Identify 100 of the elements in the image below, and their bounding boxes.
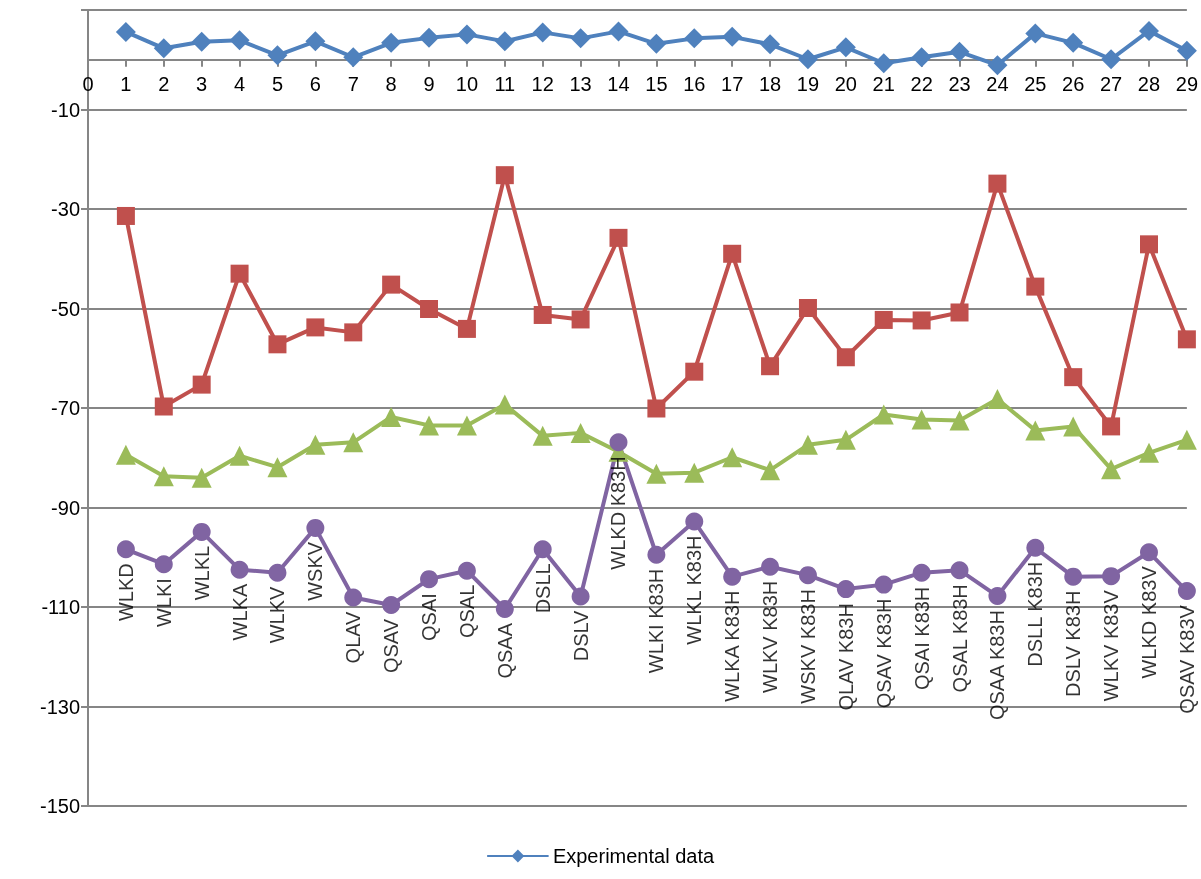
point — [874, 575, 893, 594]
point — [684, 28, 705, 49]
point — [153, 38, 174, 59]
point — [1177, 330, 1196, 349]
point — [268, 563, 287, 582]
x-tick-label: 18 — [758, 72, 782, 95]
annotation: WLKD — [114, 563, 137, 622]
point — [647, 545, 666, 564]
annotation: WLKL K83H — [683, 535, 706, 645]
x-tick-label: 21 — [872, 72, 895, 95]
y-tick-label: -90 — [51, 496, 80, 519]
point — [1177, 582, 1196, 601]
point — [685, 512, 704, 531]
point — [116, 206, 135, 225]
point — [722, 26, 743, 47]
annotation: QSAL — [455, 584, 478, 639]
point — [229, 445, 250, 466]
annotation: WSKV — [304, 541, 327, 601]
x-tick-label: 22 — [910, 72, 933, 95]
point — [1063, 416, 1084, 437]
x-tick-label: 11 — [494, 72, 516, 95]
point — [949, 41, 970, 62]
point — [760, 34, 781, 55]
point — [1102, 567, 1121, 586]
y-tick-label: -30 — [51, 198, 80, 220]
x-tick-label: 2 — [158, 72, 170, 95]
point — [305, 434, 326, 455]
point — [685, 362, 704, 381]
point — [1176, 429, 1197, 450]
x-tick-label: 3 — [196, 72, 208, 95]
point — [267, 457, 288, 478]
annotation: WLKV K83V — [1100, 589, 1123, 702]
point — [798, 299, 817, 317]
point — [835, 37, 856, 58]
point — [343, 47, 364, 68]
annotation: DSLV — [569, 609, 592, 662]
point — [646, 463, 667, 484]
x-tick-label: 14 — [607, 72, 630, 95]
annotation: DSLL — [531, 563, 554, 614]
point — [230, 264, 249, 283]
point — [684, 462, 705, 483]
point — [1102, 417, 1121, 436]
x-tick-label: 10 — [455, 72, 479, 95]
x-tick-label: 20 — [834, 72, 857, 95]
point — [115, 21, 136, 42]
annotation: DSLV K83H — [1062, 590, 1085, 698]
point — [1025, 23, 1046, 44]
point — [646, 33, 667, 54]
y-tick-label: -10 — [51, 98, 80, 121]
point — [987, 55, 1008, 76]
x-tick-label: 6 — [309, 72, 321, 95]
point — [911, 409, 932, 430]
point — [1026, 538, 1045, 557]
point — [192, 522, 211, 541]
point — [495, 599, 514, 618]
point — [419, 415, 440, 436]
point — [988, 174, 1007, 193]
point — [1064, 567, 1083, 586]
point — [344, 588, 363, 607]
point — [1101, 49, 1122, 70]
annotation: QSAI K83H — [910, 586, 933, 691]
x-tick-label: 13 — [569, 72, 592, 95]
point — [457, 561, 476, 580]
point — [153, 466, 174, 487]
annotation: WLKA — [228, 583, 251, 641]
point — [229, 30, 250, 51]
point — [608, 21, 629, 42]
y-tick-label: -110 — [41, 596, 80, 618]
point — [835, 429, 856, 450]
point — [874, 310, 893, 329]
annotation: QLAV — [342, 610, 365, 664]
point — [116, 540, 135, 559]
annotation: WLKV — [266, 586, 289, 644]
point — [797, 434, 818, 455]
x-tick-label: 9 — [423, 72, 435, 95]
annotation: QSAV — [380, 618, 403, 674]
y-tick-label: -130 — [39, 695, 80, 718]
annotation: QSAA K83H — [986, 610, 1009, 721]
point — [191, 31, 212, 52]
point — [988, 587, 1007, 606]
annotation: WLKA K83H — [721, 590, 744, 702]
point — [494, 394, 515, 415]
x-tick-label: 23 — [948, 72, 971, 95]
point — [456, 415, 477, 436]
annotation: WLKV K83H — [759, 580, 782, 693]
point — [797, 49, 818, 70]
annotation: QSAL K83H — [948, 584, 971, 693]
x-tick-label: 7 — [347, 72, 359, 95]
point — [420, 570, 439, 589]
point — [722, 447, 743, 468]
point — [836, 348, 855, 367]
point — [267, 45, 288, 66]
point — [1101, 459, 1122, 480]
annotation: WLKI K83H — [645, 568, 668, 674]
x-tick-label: 12 — [531, 72, 554, 95]
annotation: WLKD K83H — [607, 456, 630, 570]
x-tick-label: 0 — [82, 72, 94, 95]
annotation: WLKI — [152, 578, 175, 628]
point — [192, 375, 211, 394]
point — [533, 540, 552, 559]
